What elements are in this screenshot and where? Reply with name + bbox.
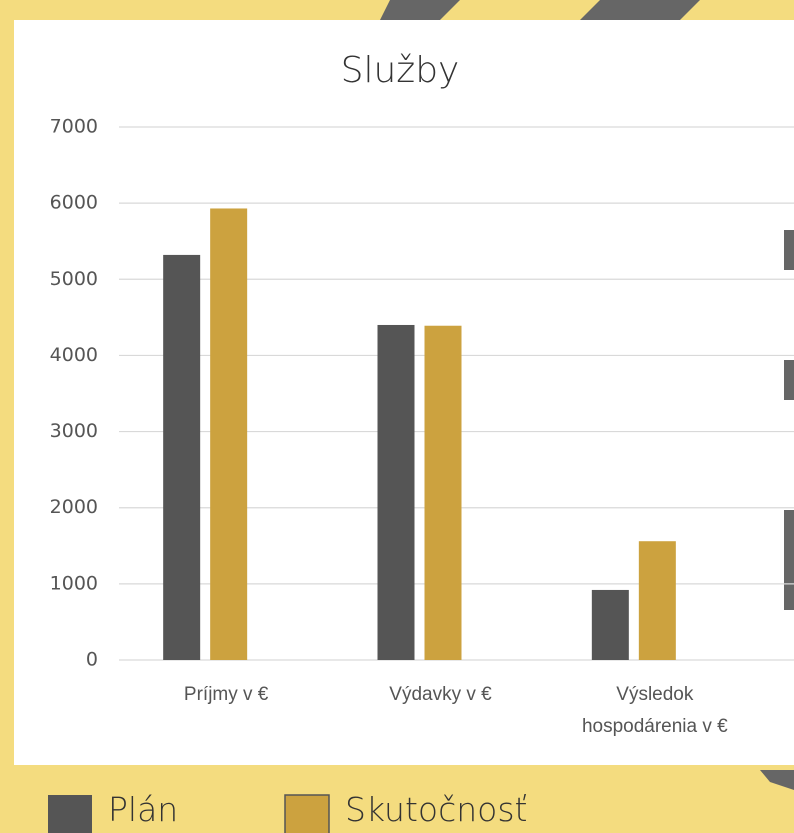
chart-title: Služby bbox=[341, 50, 460, 91]
legend-label: Plán bbox=[108, 790, 179, 829]
y-tick-label: 4000 bbox=[50, 344, 98, 366]
bar bbox=[377, 324, 415, 660]
y-tick-label: 3000 bbox=[50, 420, 98, 442]
y-tick-label: 5000 bbox=[50, 268, 98, 290]
decoration bbox=[580, 0, 700, 20]
bar bbox=[424, 325, 462, 660]
x-tick-label: Výsledok hospodárenia v € bbox=[581, 684, 728, 737]
x-tick-label: Príjmy v € bbox=[183, 684, 269, 705]
bar bbox=[591, 589, 629, 660]
decoration bbox=[380, 0, 460, 20]
decoration bbox=[760, 770, 794, 790]
y-tick-label: 7000 bbox=[50, 116, 98, 138]
y-tick-label: 6000 bbox=[50, 192, 98, 214]
legend-label: Skutočnosť bbox=[345, 790, 528, 829]
bar bbox=[638, 541, 676, 660]
bar bbox=[163, 254, 201, 661]
y-tick-label: 0 bbox=[86, 649, 98, 671]
bar bbox=[210, 208, 248, 661]
decoration bbox=[784, 230, 794, 270]
legend-swatch bbox=[48, 795, 92, 833]
y-tick-label: 2000 bbox=[50, 496, 98, 518]
legend-swatch bbox=[284, 794, 330, 833]
x-tick-label: Výdavky v € bbox=[389, 684, 492, 705]
y-tick-label: 1000 bbox=[50, 572, 98, 594]
decoration bbox=[784, 510, 794, 610]
decoration bbox=[784, 360, 794, 400]
